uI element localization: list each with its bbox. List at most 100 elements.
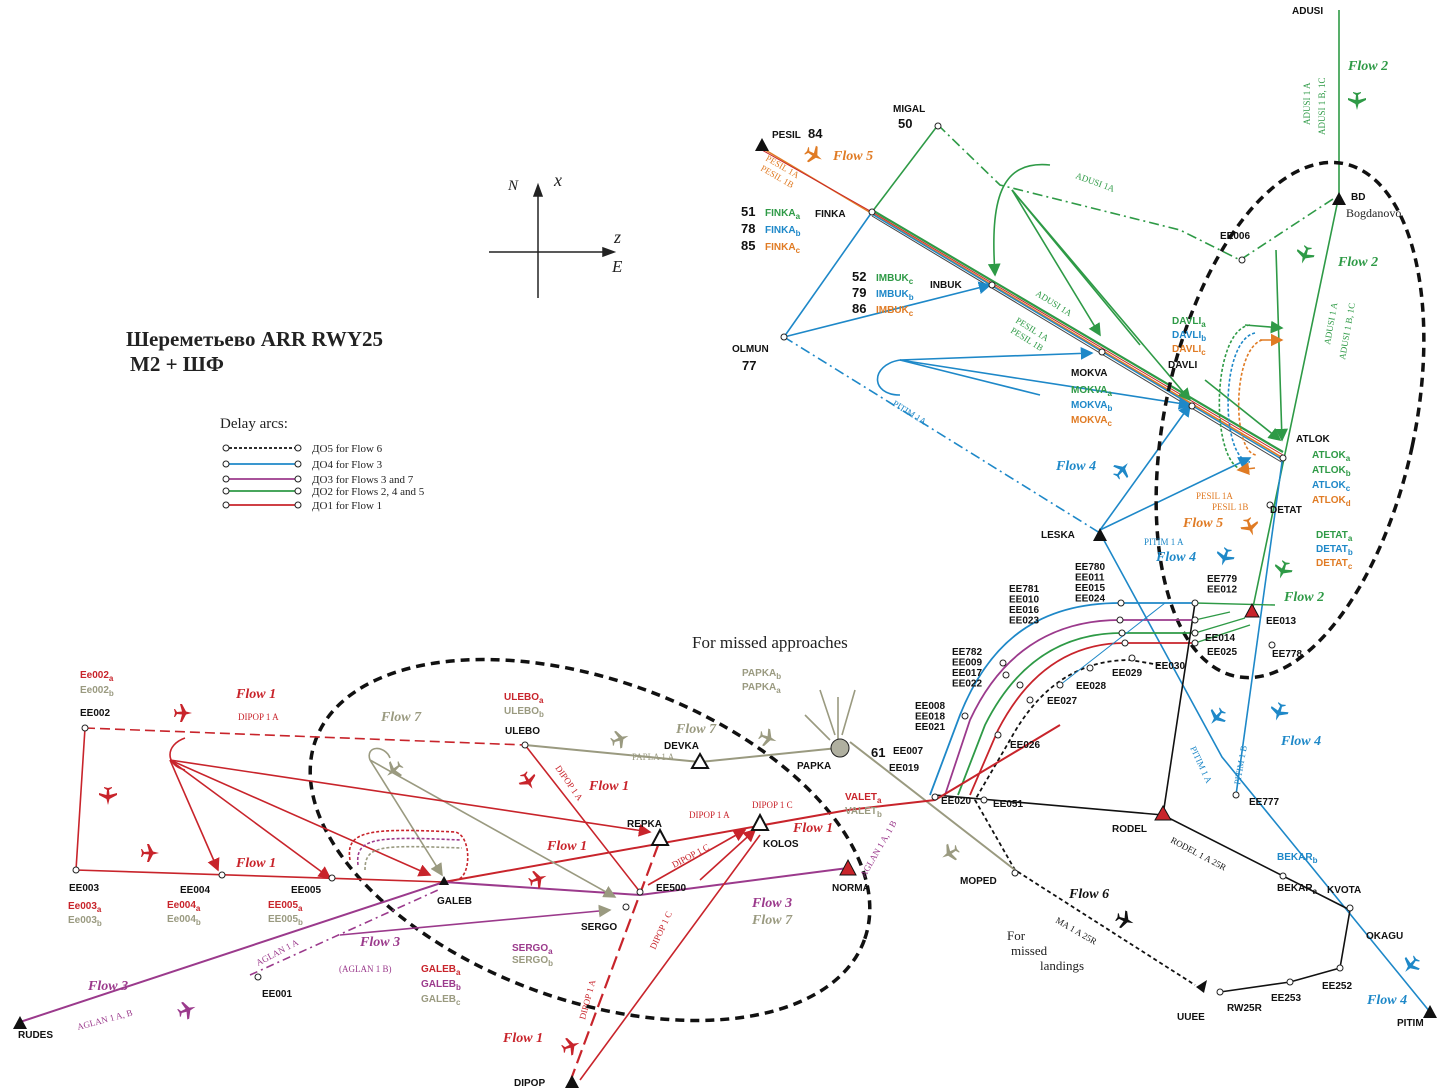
- svg-text:OLMUN: OLMUN: [732, 344, 769, 355]
- svg-text:Flow 5: Flow 5: [1182, 516, 1223, 531]
- sublabel: IMBUKc: [876, 273, 914, 286]
- svg-text:SERGO: SERGO: [581, 922, 617, 933]
- svg-text:EE003: EE003: [69, 883, 99, 894]
- svg-text:EE029: EE029: [1112, 668, 1142, 679]
- sublabel: ULEBOa: [504, 692, 544, 705]
- svg-text:EE025: EE025: [1207, 647, 1237, 658]
- sublabel-num: 78: [741, 221, 755, 236]
- holding-area-ne: [1154, 160, 1426, 680]
- sublabel: MOKVAa: [1071, 385, 1112, 398]
- svg-text:EE028: EE028: [1076, 681, 1106, 692]
- sublabel-name: ATLOK: [1312, 480, 1346, 491]
- svg-text:DIPOP: DIPOP: [514, 1078, 545, 1089]
- sublabel: VALETb: [845, 806, 882, 819]
- sublabel-sub: a: [1313, 887, 1318, 896]
- svg-text:Flow 4: Flow 4: [1280, 734, 1321, 749]
- plane-icon: [174, 704, 192, 722]
- waypoint-point: [961, 712, 969, 720]
- waypoint-point: [1098, 348, 1106, 356]
- svg-text:Flow 1: Flow 1: [792, 821, 833, 836]
- waypoint-point: [780, 333, 788, 341]
- sublabel: GALEBc: [421, 994, 461, 1007]
- svg-text:PESIL 1A: PESIL 1A: [1196, 491, 1233, 501]
- svg-text:EE500: EE500: [656, 883, 686, 894]
- sublabel-sub: a: [796, 212, 801, 221]
- sublabel: MOKVAc: [1071, 415, 1112, 428]
- waypoint-point: [1191, 616, 1199, 624]
- stack-label: EE779: [1207, 574, 1237, 585]
- sublabel-sub: a: [1348, 534, 1353, 543]
- compass-z: z: [613, 227, 621, 247]
- svg-text:PITIM 1 B: PITIM 1 B: [1232, 745, 1249, 786]
- waypoint-point: [1238, 256, 1246, 264]
- plane-icon: [1271, 558, 1295, 582]
- plane-icon: [801, 142, 827, 168]
- sublabel-name: VALET: [845, 806, 877, 817]
- waypoint-point: [1026, 696, 1034, 704]
- legend-point: [222, 475, 230, 483]
- title-line1: Шереметьево ARR RWY25: [126, 327, 383, 351]
- sublabel-name: Ee004: [167, 900, 196, 911]
- svg-text:Flow 4: Flow 4: [1155, 550, 1196, 565]
- sublabel: BEKARb: [1277, 852, 1318, 865]
- sublabel-sub: c: [909, 309, 914, 318]
- stack-label: EE021: [915, 722, 945, 733]
- sublabel-sub: b: [1201, 334, 1206, 343]
- sublabel-name: ULEBO: [504, 706, 539, 717]
- legend-point: [294, 444, 302, 452]
- stack-label: EE024: [1075, 594, 1105, 605]
- legend-point: [294, 475, 302, 483]
- waypoint-point: [1056, 681, 1064, 689]
- sublabel-sub: a: [97, 905, 102, 914]
- waypoint-point: [1118, 629, 1126, 637]
- flow-labels: Flow 2 Flow 2 Flow 2 Flow 5 Flow 5 Flow …: [87, 59, 1407, 1046]
- svg-text:61: 61: [871, 745, 885, 760]
- svg-text:EE252: EE252: [1322, 981, 1352, 992]
- sublabel-sub: a: [456, 968, 461, 977]
- sublabel-name: ATLOK: [1312, 450, 1346, 461]
- stack-label: EE782: [952, 647, 982, 658]
- plane-icon: [1113, 908, 1137, 932]
- sublabel-name: FINKA: [765, 208, 796, 219]
- svg-text:EE051: EE051: [993, 799, 1023, 810]
- sublabel: MOKVAb: [1071, 400, 1112, 413]
- sublabel: PAPKAa: [742, 682, 781, 695]
- legend-label: ДО4 for Flow 3: [312, 459, 383, 471]
- svg-text:OKAGU: OKAGU: [1366, 931, 1403, 942]
- svg-text:DIPOP 1 C: DIPOP 1 C: [670, 842, 711, 870]
- legend-point: [294, 460, 302, 468]
- svg-text:EE020: EE020: [941, 796, 971, 807]
- sublabel: ATLOKc: [1312, 480, 1351, 493]
- svg-text:Flow 1: Flow 1: [502, 1031, 543, 1046]
- waypoint-point: [934, 122, 942, 130]
- legend-label: ДО5 for Flow 6: [312, 443, 383, 455]
- svg-text:KOLOS: KOLOS: [763, 839, 799, 850]
- waypoint-point: [622, 903, 630, 911]
- svg-text:AGLAN 1 A, 1 B: AGLAN 1 A, 1 B: [858, 819, 899, 879]
- sublabel-name: PAPKA: [742, 682, 776, 693]
- sublabel-sub: b: [97, 919, 102, 928]
- sublabel-num: 86: [852, 301, 866, 316]
- svg-text:50: 50: [898, 116, 912, 131]
- sublabel: Ee002b: [80, 685, 114, 698]
- waypoint-point: [1116, 616, 1124, 624]
- waypoint-point: [254, 973, 262, 981]
- sublabel: Ee003a: [68, 901, 102, 914]
- svg-text:RUDES: RUDES: [18, 1030, 53, 1041]
- legend-point: [294, 487, 302, 495]
- sublabel-name: GALEB: [421, 964, 456, 975]
- legend-point: [222, 444, 230, 452]
- stack-label: EE017: [952, 668, 982, 679]
- sublabel-name: DETAT: [1316, 544, 1348, 555]
- sublabel-name: Ee002: [80, 685, 109, 696]
- sublabel-name: ATLOK: [1312, 495, 1346, 506]
- waypoint-point: [980, 796, 988, 804]
- svg-text:ADUSI 1 B, 1C: ADUSI 1 B, 1C: [1337, 302, 1357, 360]
- sublabel-sub: a: [548, 947, 553, 956]
- waypoint-point: [1128, 654, 1136, 662]
- svg-text:KVOTA: KVOTA: [1327, 885, 1361, 896]
- svg-text:Bogdanovo: Bogdanovo: [1346, 206, 1401, 220]
- sublabel-name: FINKA: [765, 225, 796, 236]
- svg-text:Flow 3: Flow 3: [359, 935, 400, 950]
